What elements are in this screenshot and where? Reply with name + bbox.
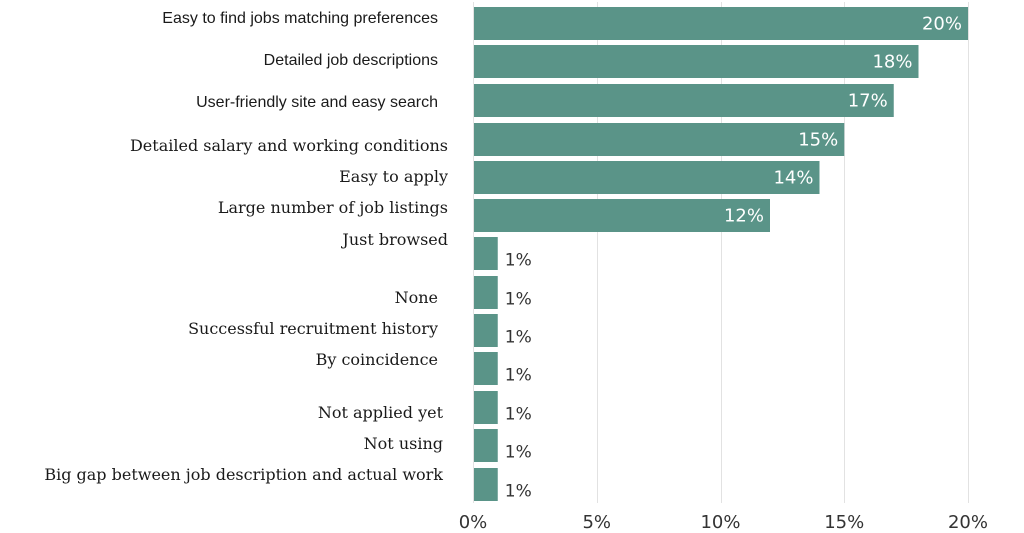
data-label: 18% [872,52,912,73]
category-label: By coincidence [316,350,438,369]
data-label: 1% [505,366,532,386]
bar [474,468,498,501]
x-tick-label: 0% [459,512,488,533]
data-label: 17% [848,91,888,112]
category-label: Just browsed [340,230,448,249]
bar [474,123,845,156]
category-label: Large number of job listings [218,198,448,217]
data-label: 20% [922,14,962,35]
bars [474,7,968,501]
data-label: 15% [798,130,838,151]
bar [474,314,498,347]
bar [474,429,498,462]
bar [474,84,894,117]
category-label: Successful recruitment history [188,319,438,338]
data-label: 1% [505,290,532,310]
bar [474,199,770,232]
x-tick-label: 10% [700,512,740,533]
category-label: Not applied yet [318,403,444,422]
bar [474,237,498,270]
data-label: 1% [505,482,532,502]
data-label: 1% [505,328,532,348]
bar [474,391,498,424]
data-label: 1% [505,443,532,463]
data-label: 12% [724,206,764,227]
category-label: Detailed job descriptions [264,52,438,69]
data-label: 14% [773,168,813,189]
category-label: Easy to apply [339,167,448,186]
category-label: Easy to find jobs matching preferences [162,10,438,27]
bar [474,276,498,309]
category-label: User-friendly site and easy search [196,94,438,111]
data-labels: 20% 18% 17% 15% 14% 12% 1% 1% 1% 1% 1% 1% 1% [505,14,962,502]
x-tick-label: 5% [582,512,611,533]
bar [474,45,919,78]
bar [474,7,968,40]
category-labels: Easy to find jobs matching preferences De… [44,10,448,484]
category-label: None [395,288,438,307]
bar [474,161,820,194]
bar [474,352,498,385]
data-label: 1% [505,251,532,271]
x-tick-label: 15% [824,512,864,533]
data-label: 1% [505,405,532,425]
category-label: Detailed salary and working conditions [130,136,448,155]
category-label: Big gap between job description and actu… [44,465,443,484]
x-tick-label: 20% [948,512,988,533]
x-axis-ticks: 0% 5% 10% 15% 20% [459,512,988,533]
category-label: Not using [364,434,443,453]
